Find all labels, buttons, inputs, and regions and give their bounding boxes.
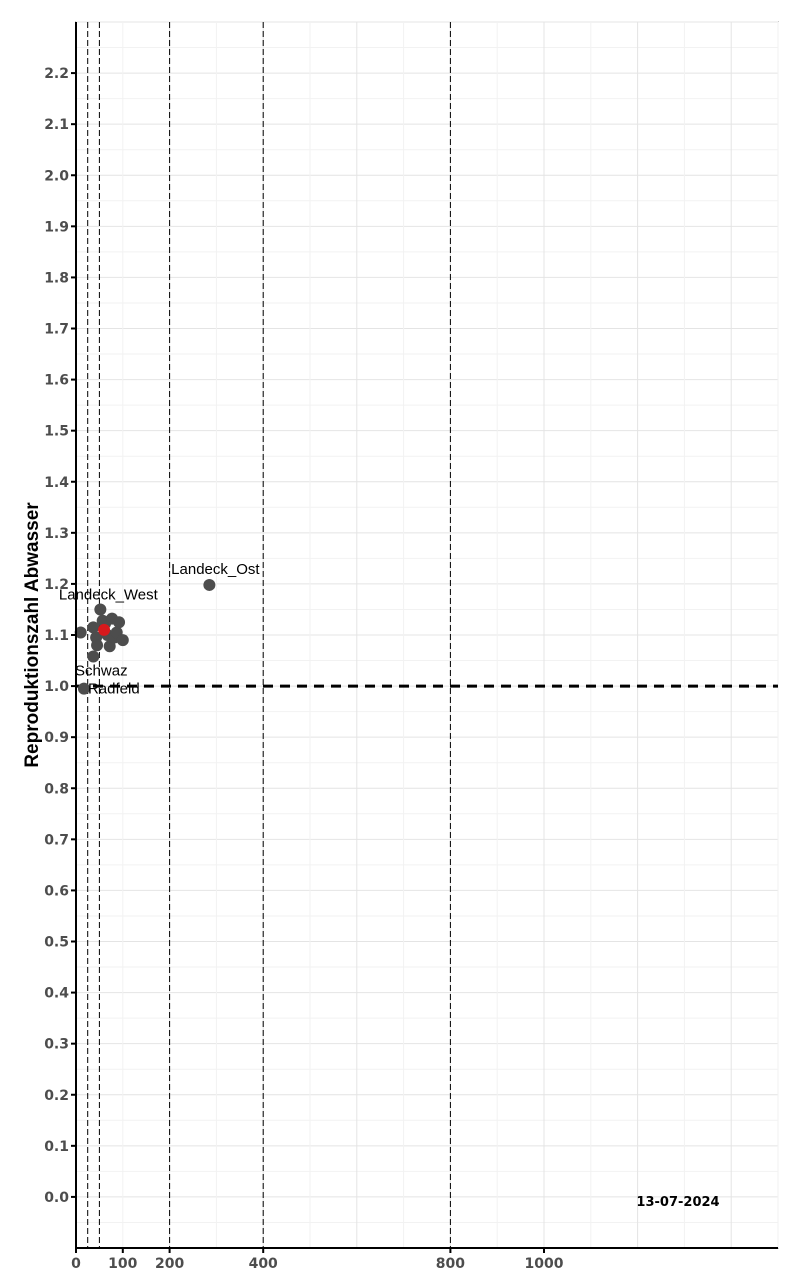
data-point	[77, 682, 90, 695]
y-tick-label: 2.1	[44, 117, 69, 133]
y-tick-label: 1.1	[44, 628, 69, 644]
data-point	[113, 616, 126, 629]
point-label: Radfeld	[88, 681, 140, 698]
x-ticks: 0 100 200 400 800 1000	[71, 1248, 564, 1272]
y-tick-label: 0.5	[44, 935, 69, 951]
x-tick-label: 1000	[525, 1256, 564, 1272]
data-point	[116, 634, 129, 647]
y-tick-label: 1.3	[44, 526, 69, 542]
grid	[75, 21, 779, 1249]
y-tick-label: 1.8	[44, 270, 69, 286]
date-label: 13-07-2024	[636, 1195, 719, 1210]
y-tick-label: 2.0	[44, 168, 69, 184]
data-point	[94, 603, 107, 616]
x-tick-label: 800	[436, 1256, 465, 1272]
y-tick-label: 0.2	[44, 1088, 69, 1104]
data-point	[91, 639, 104, 652]
y-axis-label: Reproduktionszahl Abwasser	[22, 502, 43, 768]
point-label: Landeck_West	[59, 586, 159, 603]
y-tick-label: 0.6	[44, 883, 69, 899]
y-tick-label: 1.0	[44, 679, 69, 695]
y-tick-label: 1.4	[44, 475, 69, 491]
y-tick-label: 1.9	[44, 219, 69, 235]
data-point	[74, 626, 87, 639]
point-labels: Radfeld Schwaz Landeck_West Landeck_Ost	[59, 561, 261, 698]
point-label: Schwaz	[75, 662, 128, 679]
highlight-point	[98, 623, 111, 636]
y-tick-label: 0.9	[44, 730, 69, 746]
axes: 0.0 0.1 0.2 0.3 0.4 0.5 0.6 0.7 0.8 0.9 1.0 1.1 1.2 1…	[44, 22, 778, 1272]
data-point	[87, 621, 100, 634]
y-tick-label: 2.2	[44, 66, 69, 82]
y-tick-label: 0.0	[44, 1190, 69, 1206]
y-tick-label: 1.5	[44, 424, 69, 440]
y-tick-label: 0.3	[44, 1037, 69, 1053]
y-tick-label: 1.7	[44, 322, 69, 338]
point-label: Landeck_Ost	[171, 561, 260, 578]
y-tick-label: 1.6	[44, 373, 69, 389]
x-tick-label: 200	[155, 1256, 184, 1272]
data-points	[74, 578, 216, 695]
y-tick-label: 0.4	[44, 986, 69, 1002]
data-point	[87, 650, 100, 663]
y-tick-label: 1.2	[44, 577, 69, 593]
y-ticks: 0.0 0.1 0.2 0.3 0.4 0.5 0.6 0.7 0.8 0.9 1.0 1.1 1.2 1…	[44, 66, 76, 1206]
x-tick-label: 100	[108, 1256, 137, 1272]
y-tick-label: 0.7	[44, 832, 69, 848]
y-tick-label: 0.1	[44, 1139, 69, 1155]
plot-area: Radfeld Schwaz Landeck_West Landeck_Ost	[59, 21, 779, 1249]
data-point	[203, 578, 216, 591]
y-tick-label: 0.8	[44, 781, 69, 797]
x-tick-label: 0	[71, 1256, 81, 1272]
x-tick-label: 400	[249, 1256, 278, 1272]
